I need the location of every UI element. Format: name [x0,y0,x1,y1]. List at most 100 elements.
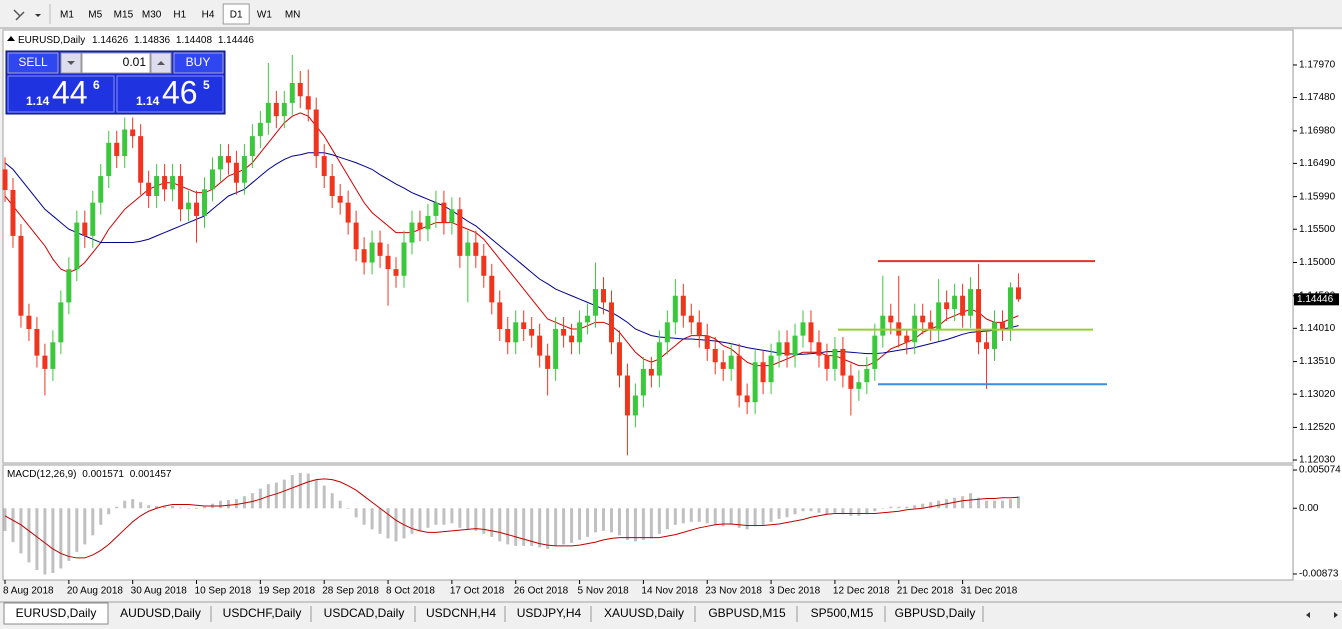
macd-bar [75,508,79,552]
candle-body [656,342,662,376]
timeframe-button[interactable]: M30 [142,10,162,21]
candle-body [601,289,606,303]
candle-body [561,328,567,336]
timeframe-button[interactable]: M1 [60,10,74,21]
chart-header: EURUSD,Daily 1.14626 1.14836 1.14408 1.1… [18,35,254,46]
candle-body [864,368,870,383]
candle-body [114,142,120,157]
macd-bar [3,508,7,531]
macd-bar [777,508,781,519]
tab[interactable]: XAUUSD,Daily [604,606,684,620]
candle-body [577,322,583,343]
candle-body [417,222,423,230]
candle-body [880,315,886,336]
tab[interactable]: GBPUSD,Daily [895,606,976,620]
candle-body [409,222,415,243]
candle-body [992,322,998,349]
sell-button[interactable] [7,52,59,74]
candle-body [704,335,710,349]
candle-body [848,375,854,389]
macd-bar [849,508,853,516]
sell-label[interactable]: SELL [18,55,48,69]
macd-bar [1016,496,1020,509]
timeframe-button[interactable]: M15 [114,10,134,21]
buy-button[interactable] [173,52,224,74]
candle-body [744,395,750,403]
tab[interactable]: GBPUSD,M15 [708,606,786,620]
timeframe-button[interactable]: MN [285,10,301,21]
timeframe-button[interactable]: H4 [202,10,215,21]
macd-bar [705,508,709,524]
tab[interactable]: SP500,M15 [811,606,874,620]
macd-bar [769,508,773,522]
macd-bar [242,496,246,509]
candle-body [162,176,168,190]
macd-bar [665,508,669,530]
macd-bar [234,499,238,509]
collapse-icon[interactable] [7,36,15,41]
macd-bar [346,508,350,509]
tab[interactable]: USDCNH,H4 [426,606,496,620]
tab[interactable]: AUDUSD,Daily [120,606,201,620]
macd-bar [410,508,414,534]
macd-bar [27,508,31,563]
macd-bar [641,508,645,540]
candle-body [553,328,559,369]
tab-bar [0,602,1342,629]
macd-bar [514,508,518,546]
macd-pane [2,464,1294,581]
macd-bar [226,499,230,509]
buy-label[interactable]: BUY [186,55,211,69]
candle-body [433,202,439,216]
y-tick-label: 1.13510 [1299,356,1336,367]
ask-box[interactable] [116,75,224,113]
y-tick-label: 1.15990 [1299,191,1336,202]
timeframe-button[interactable]: H1 [173,10,186,21]
macd-bar [929,502,933,509]
lot-field[interactable] [81,52,151,74]
timeframe-button[interactable]: D1 [230,10,243,21]
candle-body [1015,287,1021,300]
macd-bar [378,508,382,534]
candle-body [481,255,487,276]
tab[interactable]: USDCHF,Daily [223,606,302,620]
current-price-box [1294,293,1339,306]
candle-body [984,342,990,349]
y2-tick-label: 0.005074 [1299,465,1341,476]
y-tick-label: 1.17970 [1299,60,1336,71]
timeframe-button[interactable]: M5 [88,10,102,21]
macd-bar [450,508,454,524]
candle-body [832,348,838,369]
timeframe-button[interactable]: W1 [257,10,272,21]
macd-bar [139,502,143,509]
ask-big: 1.14 [136,94,160,108]
candle-body [808,322,814,343]
macd-bar [633,508,637,542]
tool-icon[interactable] [13,9,41,21]
candle-body [425,215,431,230]
x-tick-label: 10 Sep 2018 [195,586,252,597]
macd-bar [402,508,406,539]
lot-value[interactable]: 0.01 [123,55,147,69]
bid-box[interactable] [7,75,115,113]
macd-bar [785,508,789,518]
candle-body [672,295,678,323]
candle-body [122,129,128,157]
candle-body [321,156,327,177]
macd-bar [817,508,821,513]
macd-bar [195,508,199,509]
candle-body [90,202,96,236]
candle-body [1007,287,1013,329]
tab[interactable]: EURUSD,Daily [16,606,97,620]
x-tick-label: 23 Nov 2018 [705,586,762,597]
tab[interactable]: USDJPY,H4 [517,606,582,620]
candle-body [696,322,702,336]
candle-body [241,156,247,183]
x-tick-label: 3 Dec 2018 [769,586,821,597]
tab[interactable]: USDCAD,Daily [324,606,405,620]
candle-body [42,355,48,369]
candle-body [569,335,575,343]
macd-bar [458,508,462,528]
macd-bar [681,508,685,524]
